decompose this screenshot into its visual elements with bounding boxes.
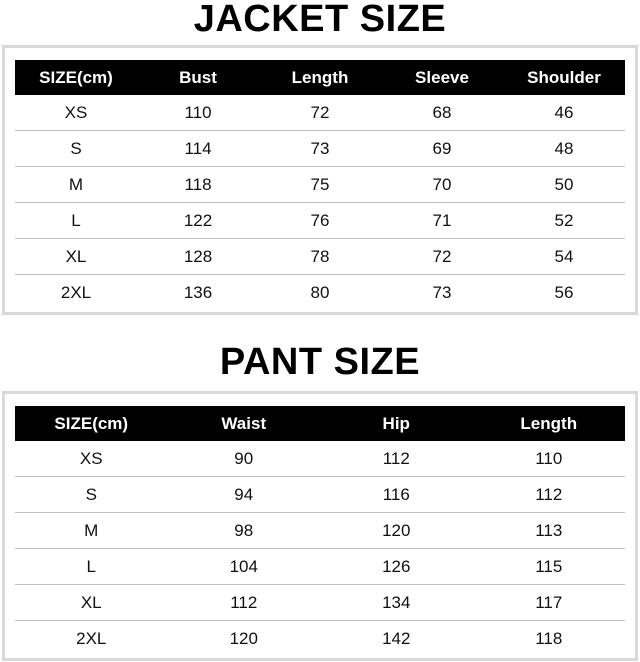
table-cell: 112 <box>472 476 625 513</box>
pant-size-title: PANT SIZE <box>219 341 421 383</box>
table-cell: 104 <box>167 548 320 585</box>
table-cell: 118 <box>535 628 563 648</box>
jacket-size-table: SIZE(cm) Bust Length Sleeve Shoulder XS 110 72 6… <box>15 60 625 310</box>
table-cell: 90 <box>167 441 320 477</box>
column-header: Hip <box>320 406 473 441</box>
table-row: XL 128 78 72 54 <box>15 238 625 275</box>
table-row: 2XL 120 142 118 <box>15 621 625 657</box>
jacket-size-chart: SIZE(cm) Bust Length Sleeve Shoulder XS 110 72 6… <box>2 45 638 315</box>
table-row: S 94 116 112 <box>15 476 625 513</box>
table-cell: 72 <box>381 238 503 275</box>
table-cell: 75 <box>259 166 381 203</box>
table-cell: 54 <box>503 238 625 275</box>
table-cell: 120 <box>229 628 258 648</box>
pant-size-table: SIZE(cm) Waist Hip Length XS 90 112 110 S 94 116 11… <box>15 406 625 656</box>
header-row: SIZE(cm) Waist Hip Length <box>15 406 625 441</box>
table-cell: 94 <box>167 476 320 513</box>
table-row: L 104 126 115 <box>15 548 625 585</box>
table-cell: 73 <box>259 130 381 167</box>
table-cell: L <box>15 202 137 239</box>
table-cell: 69 <box>381 130 503 167</box>
table-cell: 110 <box>472 441 625 477</box>
table-cell: 73 <box>432 282 452 302</box>
table-cell: XL <box>15 238 137 275</box>
table-row: M 98 120 113 <box>15 512 625 549</box>
table-row: XS 110 72 68 46 <box>15 95 625 131</box>
table-cell: 80 <box>310 282 330 302</box>
table-row: M 118 75 70 50 <box>15 166 625 203</box>
table-cell: XS <box>15 95 137 131</box>
table-cell: 114 <box>137 130 259 167</box>
column-header: SIZE(cm) <box>15 60 137 95</box>
table-cell: 98 <box>167 512 320 549</box>
column-header: Length <box>472 406 625 441</box>
table-cell: S <box>15 476 168 513</box>
table-cell: 112 <box>167 584 320 621</box>
table-cell: 122 <box>137 202 259 239</box>
table-cell: 56 <box>554 282 574 302</box>
table-cell: 46 <box>503 95 625 131</box>
table-cell: 2XL <box>76 628 107 648</box>
table-cell: 128 <box>137 238 259 275</box>
table-cell: 76 <box>259 202 381 239</box>
table-cell: 50 <box>503 166 625 203</box>
table-cell: 78 <box>259 238 381 275</box>
table-cell: 72 <box>259 95 381 131</box>
table-cell: 126 <box>320 548 473 585</box>
table-cell: XL <box>15 584 168 621</box>
table-cell: 71 <box>381 202 503 239</box>
column-header: Waist <box>167 406 320 441</box>
table-cell: 116 <box>320 476 473 513</box>
table-cell: 52 <box>503 202 625 239</box>
table-row: XS 90 112 110 <box>15 441 625 477</box>
pant-size-chart: SIZE(cm) Waist Hip Length XS 90 112 110 S 94 116 11… <box>2 391 638 661</box>
table-row: 2XL 136 80 73 56 <box>15 275 625 311</box>
table-cell: 2XL <box>60 282 92 302</box>
table-cell: M <box>15 512 168 549</box>
column-header: Shoulder <box>503 60 625 95</box>
column-header: Sleeve <box>381 60 503 95</box>
table-cell: 48 <box>503 130 625 167</box>
table-cell: 117 <box>472 584 625 621</box>
column-header: Length <box>259 60 381 95</box>
table-cell: 115 <box>472 548 625 585</box>
table-cell: 142 <box>382 628 411 648</box>
table-row: L 122 76 71 52 <box>15 202 625 239</box>
table-cell: M <box>15 166 137 203</box>
table-cell: 70 <box>381 166 503 203</box>
table-cell: 113 <box>472 512 625 549</box>
table-row: S 114 73 69 48 <box>15 130 625 167</box>
table-cell: 134 <box>320 584 473 621</box>
table-row: XL 112 134 117 <box>15 584 625 621</box>
table-cell: 136 <box>183 282 213 302</box>
table-cell: 68 <box>381 95 503 131</box>
table-cell: 112 <box>320 441 473 477</box>
header-row: SIZE(cm) Bust Length Sleeve Shoulder <box>15 60 625 95</box>
table-cell: L <box>15 548 168 585</box>
column-header: Bust <box>137 60 259 95</box>
column-header: SIZE(cm) <box>15 406 168 441</box>
jacket-size-title: JACKET SIZE <box>193 0 447 40</box>
table-cell: 118 <box>137 166 259 203</box>
table-cell: S <box>15 130 137 167</box>
table-cell: 110 <box>137 95 259 131</box>
table-cell: 120 <box>320 512 473 549</box>
table-cell: XS <box>15 441 168 477</box>
